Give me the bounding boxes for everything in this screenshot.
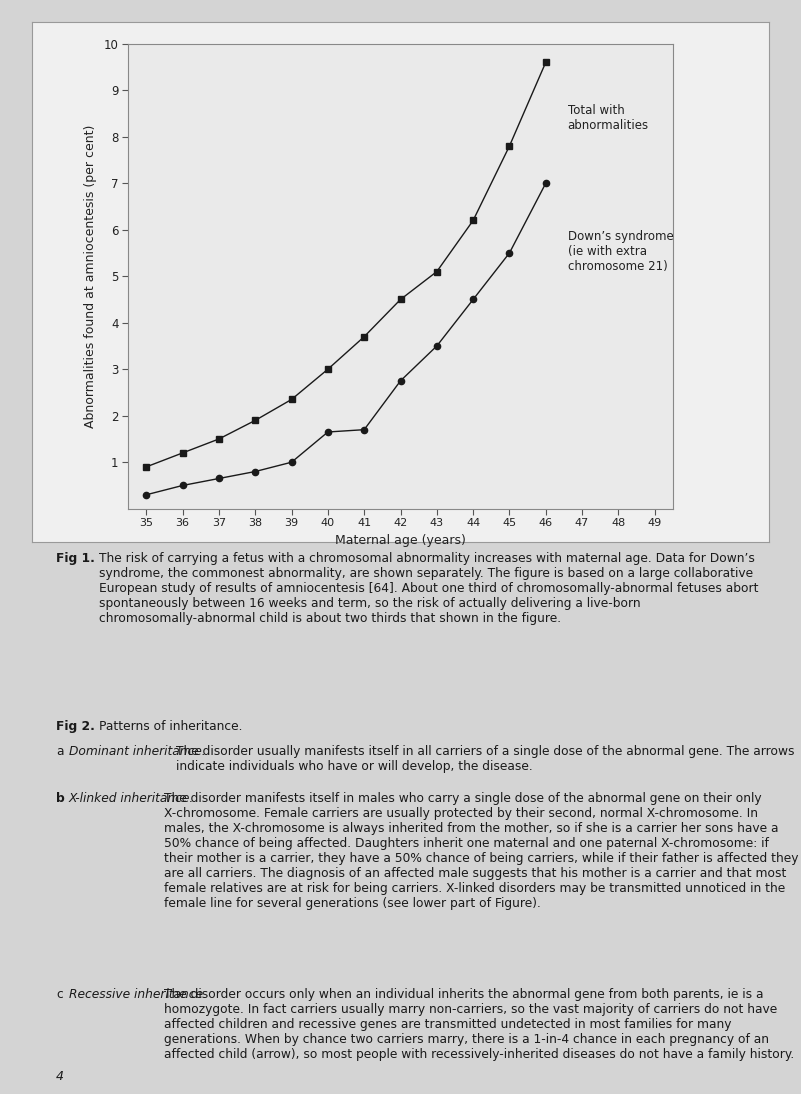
Text: The disorder usually manifests itself in all carriers of a single dose of the ab: The disorder usually manifests itself in… — [176, 745, 795, 773]
Text: Fig 1.: Fig 1. — [56, 552, 95, 566]
Text: Down’s syndrome
(ie with extra
chromosome 21): Down’s syndrome (ie with extra chromosom… — [568, 230, 674, 272]
Y-axis label: Abnormalities found at amniocentesis (per cent): Abnormalities found at amniocentesis (pe… — [83, 125, 97, 428]
Text: Total with
abnormalities: Total with abnormalities — [568, 104, 649, 132]
X-axis label: Maternal age (years): Maternal age (years) — [335, 534, 466, 547]
Text: b: b — [56, 792, 65, 805]
Text: Dominant inheritance.: Dominant inheritance. — [69, 745, 206, 758]
Text: X-linked inheritance.: X-linked inheritance. — [69, 792, 194, 805]
Text: The disorder occurs only when an individual inherits the abnormal gene from both: The disorder occurs only when an individ… — [164, 988, 795, 1061]
Text: The risk of carrying a fetus with a chromosomal abnormality increases with mater: The risk of carrying a fetus with a chro… — [99, 552, 759, 626]
Text: The disorder manifests itself in males who carry a single dose of the abnormal g: The disorder manifests itself in males w… — [164, 792, 799, 910]
Text: Recessive inheritance.: Recessive inheritance. — [69, 988, 207, 1001]
Text: 4: 4 — [56, 1070, 64, 1083]
Text: Patterns of inheritance.: Patterns of inheritance. — [99, 720, 243, 733]
Text: a: a — [56, 745, 63, 758]
Text: Fig 2.: Fig 2. — [56, 720, 95, 733]
Text: c: c — [56, 988, 62, 1001]
